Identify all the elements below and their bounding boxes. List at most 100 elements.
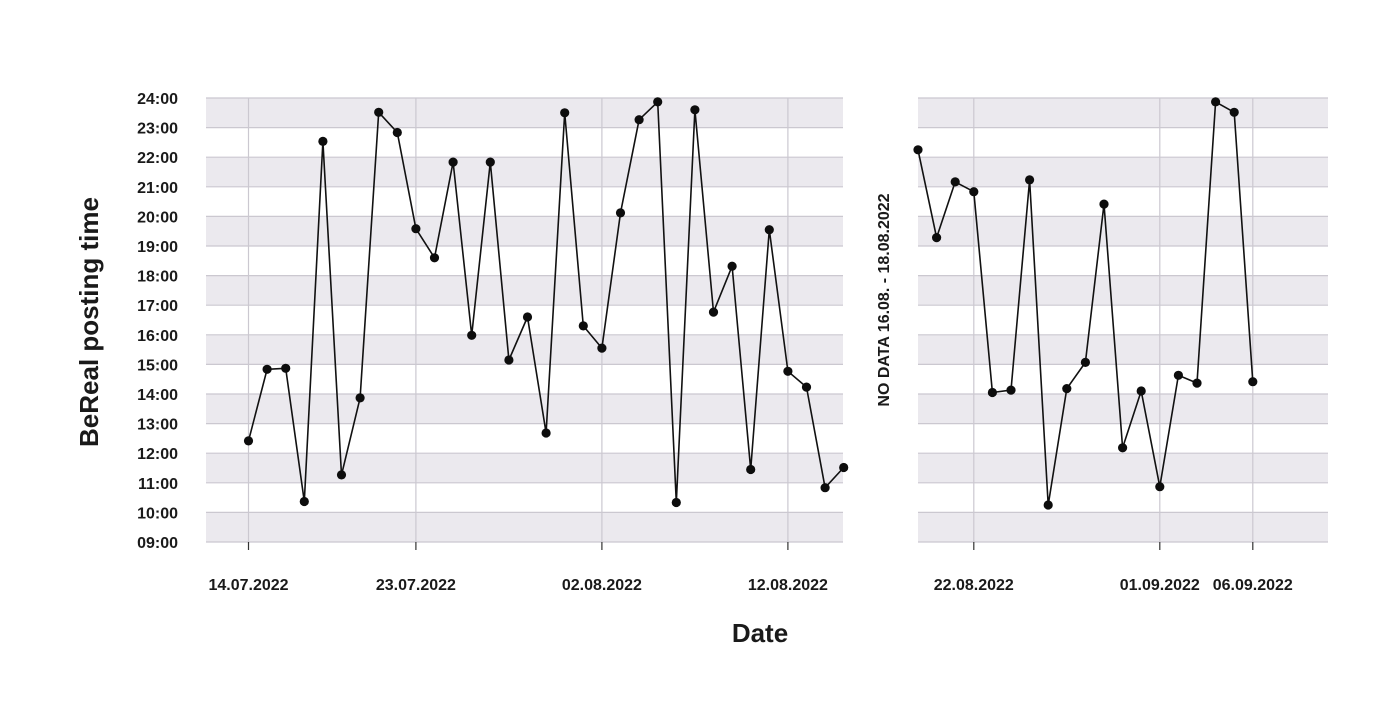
data-point (318, 136, 328, 146)
data-point (1155, 482, 1165, 492)
data-point (708, 307, 719, 317)
x-tick-label: 12.08.2022 (748, 577, 828, 594)
data-point (448, 157, 458, 167)
x-axis: 14.07.2022 23.07.2022 02.08.2022 12.08.2022… (208, 542, 1293, 594)
x-axis-title: Date (732, 618, 788, 648)
data-point (690, 105, 700, 115)
band-1-23 (918, 98, 1328, 128)
band-0-13 (206, 394, 843, 424)
data-point (299, 496, 309, 507)
data-point (429, 253, 440, 263)
data-point (634, 115, 644, 125)
data-point (411, 224, 421, 234)
data-point (820, 483, 830, 493)
data-point (1118, 443, 1128, 453)
x-tick-label: 22.08.2022 (934, 577, 1014, 594)
y-tick-label: 21:00 (137, 180, 178, 197)
data-point (1192, 378, 1202, 388)
data-point (485, 157, 495, 167)
data-point (839, 462, 849, 473)
band-1-11 (918, 453, 1328, 483)
data-point (615, 208, 626, 218)
y-tick-label: 14:00 (137, 387, 178, 404)
data-point (1229, 107, 1239, 117)
x-tick-label: 14.07.2022 (208, 577, 288, 594)
y-tick-label: 10:00 (137, 505, 178, 522)
band-1-13 (918, 394, 1328, 424)
data-point (671, 497, 681, 508)
y-tick-label: 22:00 (137, 150, 178, 167)
band-0-19 (206, 216, 843, 246)
band-1-15 (918, 334, 1328, 365)
gap-label: NO DATA 16.08. - 18.08.2022 (876, 193, 893, 406)
data-point (950, 177, 960, 187)
data-point (783, 366, 793, 376)
background-bands (206, 98, 1328, 542)
data-point (746, 464, 756, 475)
y-tick-label: 24:00 (137, 91, 178, 108)
y-axis: 09:00 10:00 11:00 12:00 13:00 14:00 15:00 16:00… (137, 91, 178, 552)
band-1-21 (918, 157, 1328, 187)
data-point (801, 382, 812, 392)
y-tick-label: 11:00 (138, 476, 178, 493)
data-point (1099, 199, 1109, 209)
band-0-17 (206, 275, 843, 306)
band-0-23 (206, 98, 843, 128)
data-point (1136, 386, 1146, 396)
data-point (1043, 500, 1053, 510)
data-point (1248, 377, 1258, 387)
data-point (522, 312, 533, 322)
x-tick-label: 01.09.2022 (1120, 577, 1200, 594)
data-point (1006, 385, 1016, 395)
data-point (913, 145, 923, 155)
y-tick-label: 12:00 (137, 446, 178, 463)
x-tick-label: 02.08.2022 (562, 577, 642, 594)
y-tick-label: 20:00 (137, 209, 178, 226)
data-point (467, 330, 477, 340)
band-0-11 (206, 453, 843, 483)
data-point (560, 108, 570, 118)
x-tick-label: 06.09.2022 (1213, 577, 1293, 594)
data-point (1025, 175, 1035, 185)
band-1-17 (918, 275, 1328, 306)
y-tick-label: 23:00 (137, 121, 178, 138)
data-point (243, 436, 254, 446)
band-0-21 (206, 157, 843, 187)
data-point (1173, 370, 1183, 380)
data-point (969, 187, 979, 197)
data-point (932, 233, 942, 243)
series-layer (243, 97, 1258, 510)
data-point (653, 97, 663, 107)
y-tick-label: 17:00 (137, 298, 178, 315)
data-point (1062, 384, 1072, 394)
y-tick-label: 13:00 (137, 417, 178, 434)
band-1-9 (918, 512, 1328, 542)
y-tick-label: 15:00 (137, 357, 178, 374)
no-data-gap (843, 98, 918, 542)
data-point (336, 470, 347, 480)
data-point (374, 107, 384, 117)
y-tick-label: 18:00 (137, 269, 178, 286)
data-point (727, 261, 737, 271)
gap-rect (843, 98, 918, 542)
band-1-19 (918, 216, 1328, 246)
data-point (764, 225, 774, 235)
y-tick-label: 09:00 (137, 535, 178, 552)
band-0-15 (206, 334, 843, 365)
data-point (355, 393, 365, 403)
data-point (504, 355, 514, 365)
x-tick-label: 23.07.2022 (376, 577, 456, 594)
data-point (392, 127, 402, 138)
data-point (987, 387, 998, 398)
gridlines (206, 97, 1328, 543)
data-point (541, 428, 551, 438)
y-axis-title: BeReal posting time (74, 197, 104, 447)
y-tick-label: 19:00 (137, 239, 178, 256)
data-point (262, 364, 272, 374)
data-point (1080, 357, 1090, 367)
data-point (578, 321, 588, 331)
data-point (281, 363, 291, 373)
data-point (1211, 97, 1221, 107)
y-tick-label: 16:00 (137, 328, 178, 345)
data-point (597, 343, 607, 353)
